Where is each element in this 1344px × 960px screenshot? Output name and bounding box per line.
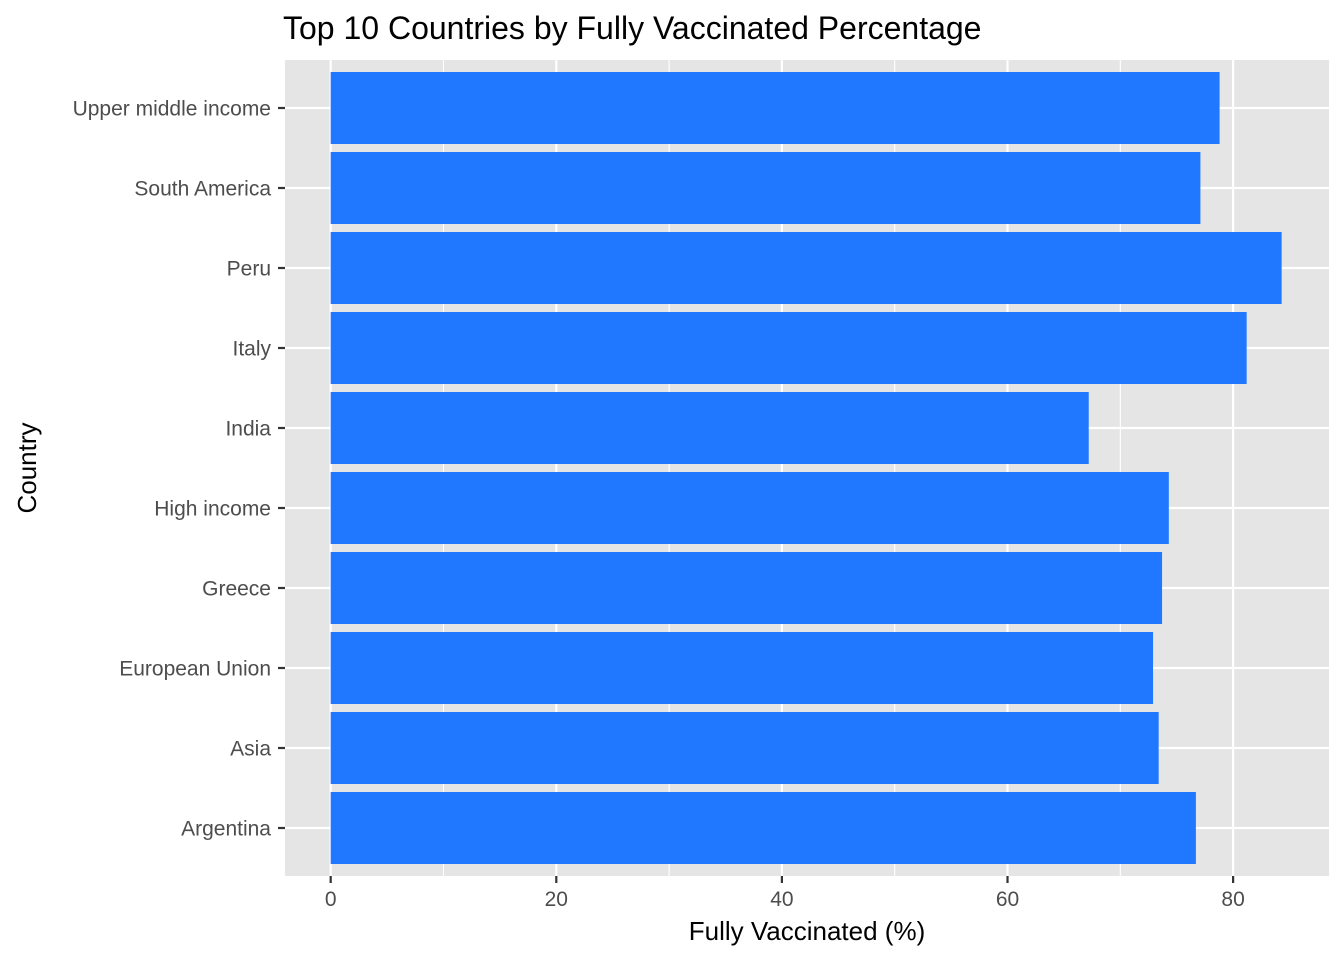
y-tick-label: Asia <box>230 738 271 761</box>
y-tick-label: Peru <box>227 258 271 281</box>
y-tick-label: Italy <box>232 338 271 361</box>
x-tick-label: 0 <box>325 888 337 911</box>
x-tick-label: 60 <box>996 888 1019 911</box>
bar <box>330 152 1201 224</box>
x-axis: 0 20 40 60 80 <box>325 876 1245 911</box>
y-tick-label: High income <box>154 498 271 521</box>
y-tick-label: South America <box>134 178 271 201</box>
y-tick-label: Argentina <box>181 818 271 841</box>
x-tick-label: 20 <box>545 888 568 911</box>
y-tick-label: Greece <box>202 578 271 601</box>
y-tick-label: European Union <box>119 658 271 681</box>
bar <box>330 232 1282 304</box>
bar <box>330 312 1247 384</box>
bar <box>330 72 1220 144</box>
y-axis: Upper middle income South America Peru Ital… <box>73 98 285 841</box>
y-tick-label: Upper middle income <box>73 98 271 121</box>
bar <box>330 632 1154 704</box>
x-tick-label: 80 <box>1221 888 1244 911</box>
bar <box>330 552 1163 624</box>
x-axis-title: Fully Vaccinated (%) <box>689 916 926 946</box>
y-tick-label: India <box>225 418 271 441</box>
x-tick-label: 40 <box>770 888 793 911</box>
bar <box>330 392 1089 464</box>
bar <box>330 472 1169 544</box>
y-axis-title: Country <box>12 422 42 513</box>
chart-title: Top 10 Countries by Fully Vaccinated Per… <box>283 10 981 46</box>
bars <box>330 72 1282 864</box>
bar <box>330 792 1196 864</box>
bar <box>330 712 1159 784</box>
